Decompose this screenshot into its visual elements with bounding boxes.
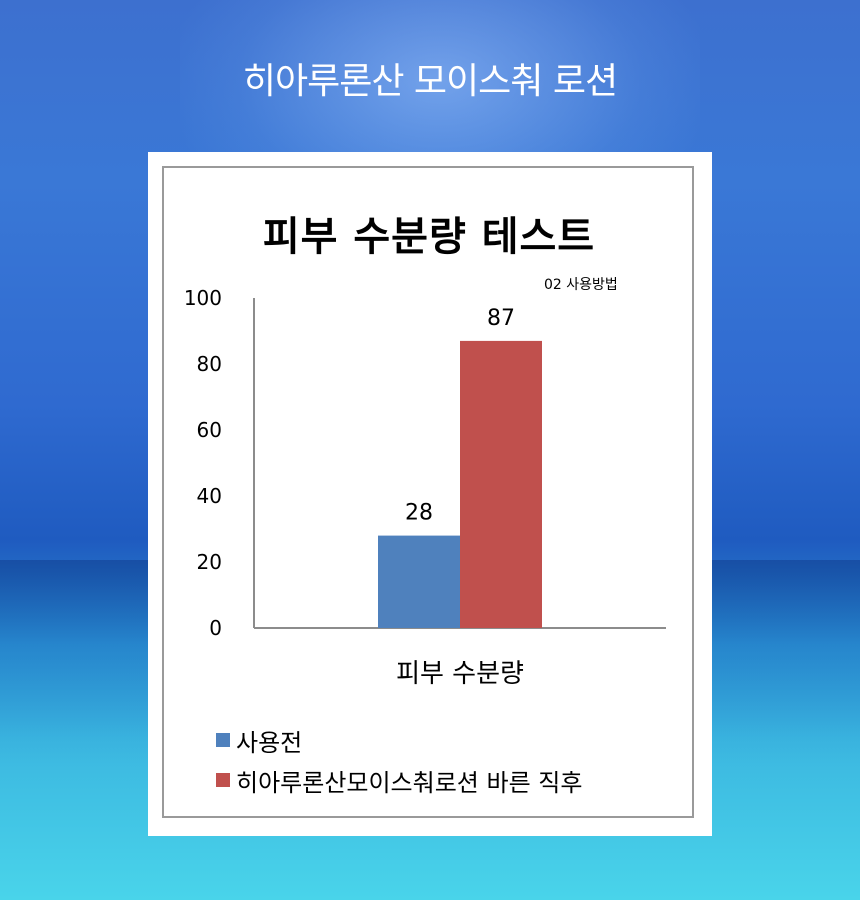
chart-title: 피부 수분량 테스트 [262, 214, 596, 260]
legend-label-before: 사용전 [236, 728, 303, 757]
legend-swatch-before [216, 733, 230, 747]
y-tick-label: 100 [184, 286, 222, 310]
data-label-before: 28 [405, 501, 433, 526]
chart-card: 피부 수분량 테스트 02 사용방법 0 20 40 60 80 100 28 87 피부 수분… [148, 152, 712, 836]
y-tick-label: 60 [197, 418, 222, 442]
data-label-after: 87 [487, 306, 515, 331]
chart-legend: 사용전 히아루론산모이스춰로션 바른 직후 [216, 720, 582, 800]
legend-item-after: 히아루론산모이스춰로션 바른 직후 [216, 760, 582, 800]
y-tick-label: 40 [197, 484, 222, 508]
y-tick-label: 0 [209, 616, 222, 640]
page-title: 히아루론산 모이스춰 로션 [242, 61, 618, 102]
bar-before [378, 535, 460, 628]
bar-after [460, 340, 542, 628]
legend-swatch-after [216, 773, 230, 787]
y-tick-label: 20 [197, 550, 222, 574]
bar-chart: 0 20 40 60 80 100 28 87 피부 수분량 [184, 286, 666, 689]
legend-item-before: 사용전 [216, 720, 582, 760]
legend-label-after: 히아루론산모이스춰로션 바른 직후 [236, 768, 583, 797]
chart-annotation: 02 사용방법 [544, 277, 618, 293]
chart-frame: 피부 수분량 테스트 02 사용방법 0 20 40 60 80 100 28 87 피부 수분… [162, 166, 694, 818]
y-tick-label: 80 [197, 352, 222, 376]
x-category-label: 피부 수분량 [396, 659, 524, 689]
